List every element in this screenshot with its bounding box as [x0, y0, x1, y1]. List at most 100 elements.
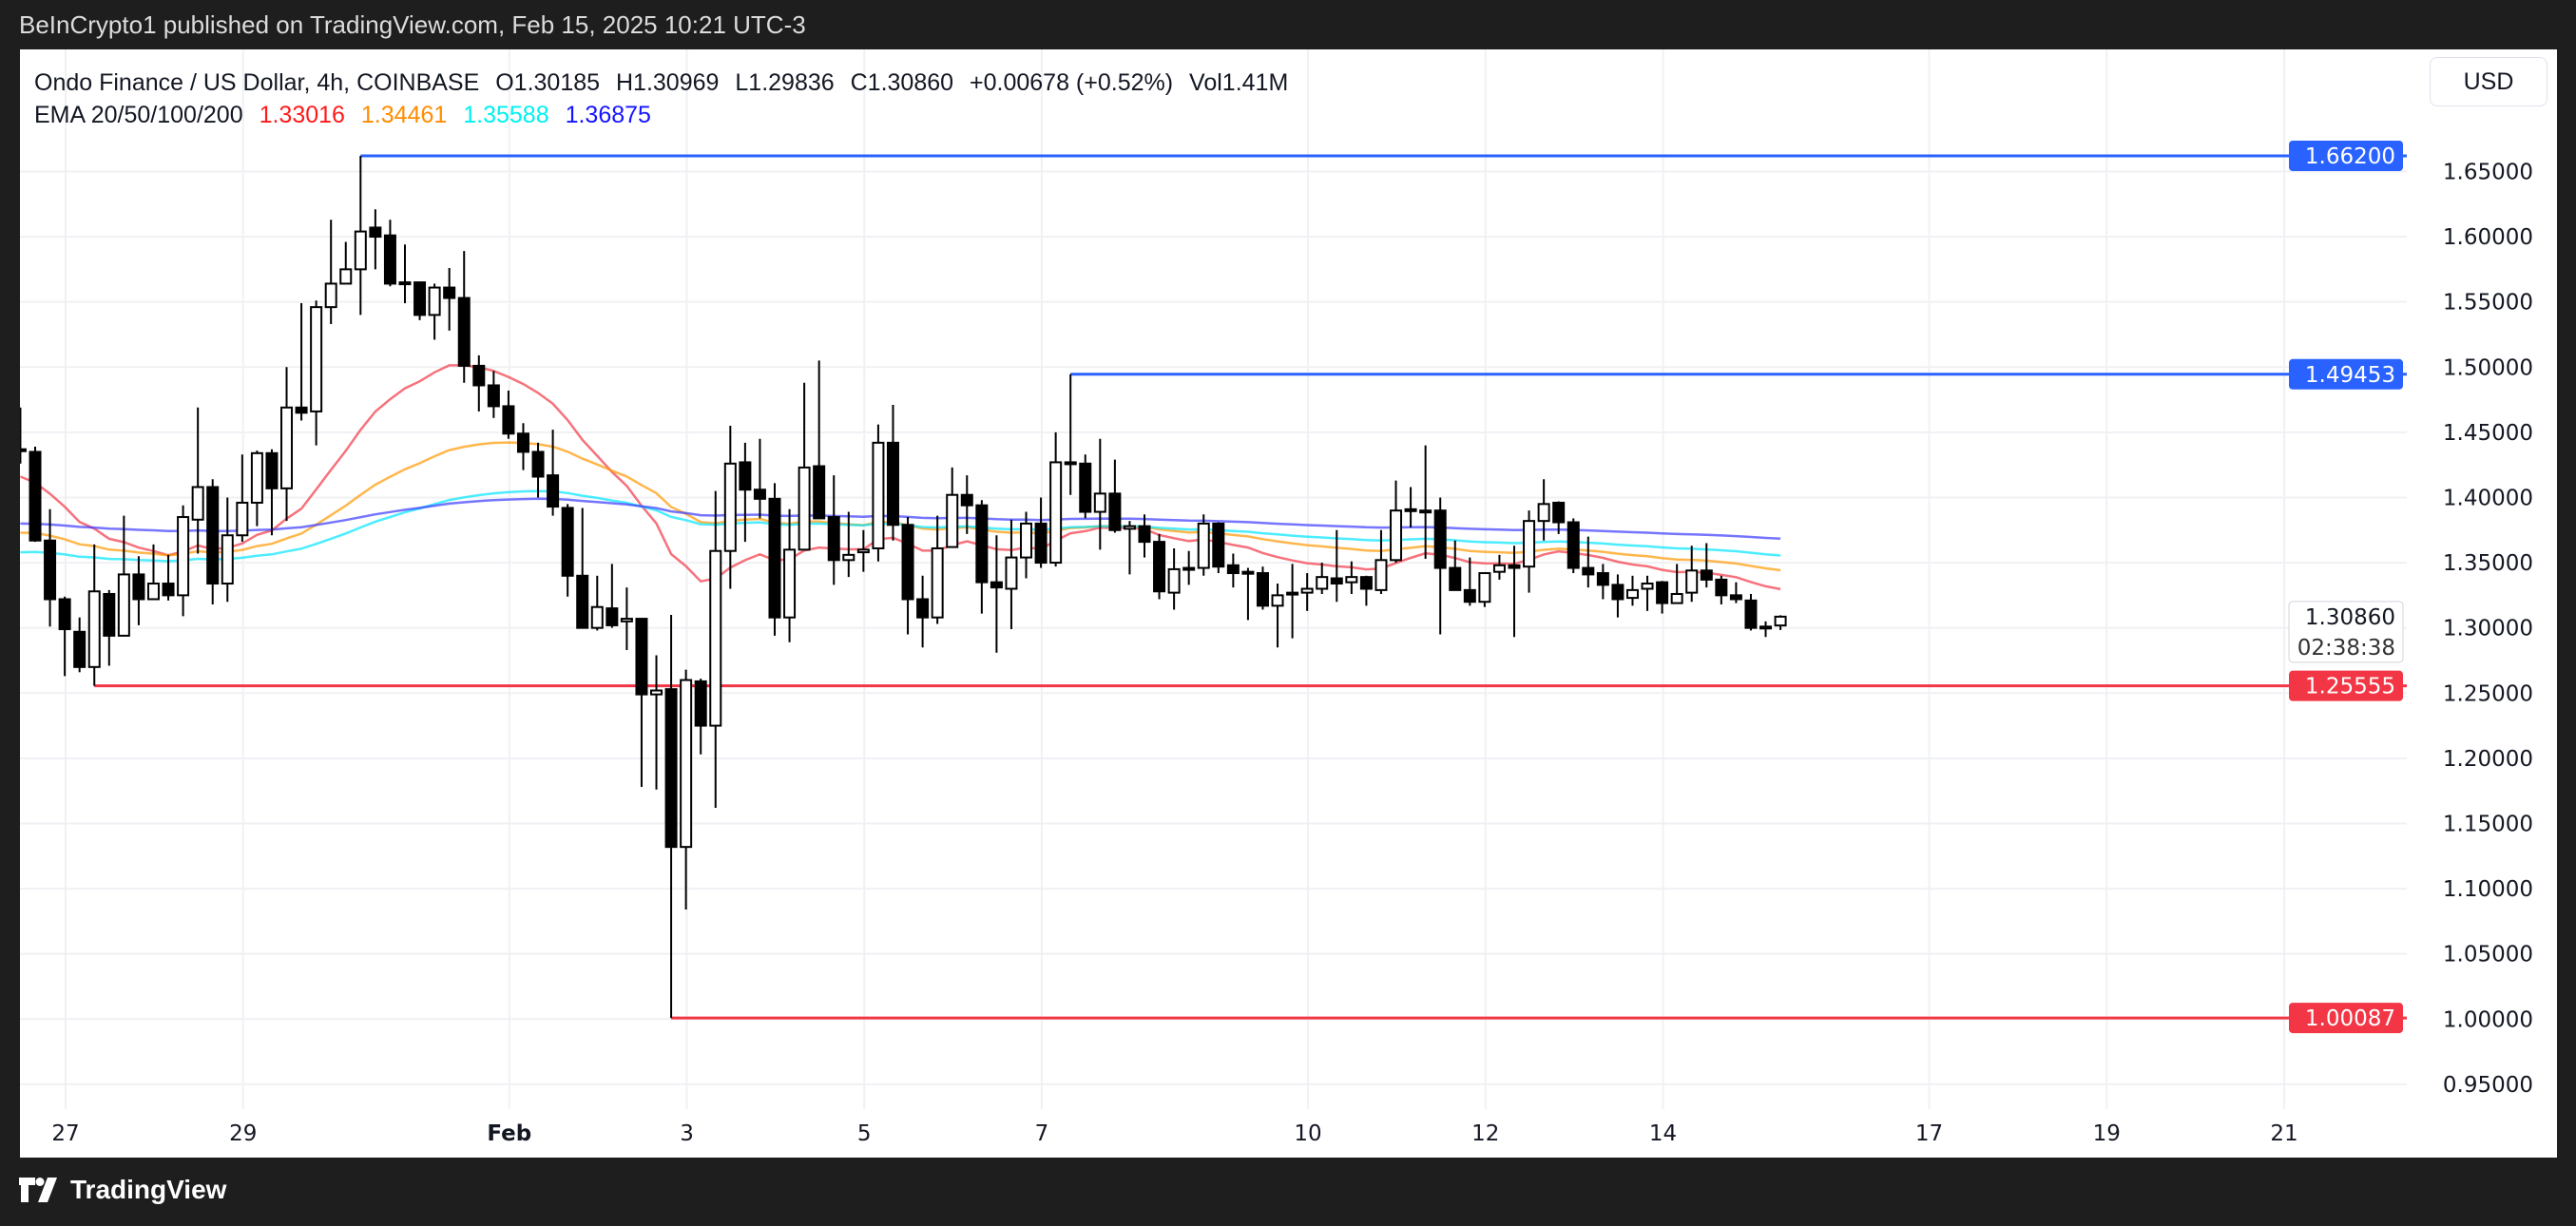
- candle-bullish[interactable]: [1670, 564, 1683, 604]
- candle-bullish[interactable]: [723, 426, 737, 589]
- candle-bullish[interactable]: [590, 575, 604, 631]
- candle-bullish[interactable]: [872, 424, 885, 562]
- candle-bullish[interactable]: [1345, 561, 1358, 594]
- candle-bearish[interactable]: [1567, 518, 1580, 574]
- candle-bearish[interactable]: [1700, 543, 1713, 588]
- candle-bullish[interactable]: [1537, 479, 1550, 541]
- candle-bullish[interactable]: [620, 587, 633, 650]
- candle-bullish[interactable]: [1049, 431, 1063, 567]
- candle-bullish[interactable]: [1316, 563, 1329, 594]
- candle-bullish[interactable]: [1759, 621, 1773, 638]
- candle-bearish[interactable]: [1729, 582, 1742, 603]
- candle-bearish[interactable]: [1212, 522, 1225, 574]
- candle-bullish[interactable]: [87, 544, 101, 686]
- candle-bullish[interactable]: [650, 655, 663, 790]
- candle-bullish[interactable]: [931, 515, 944, 624]
- candle-bearish[interactable]: [753, 438, 766, 519]
- candle-bearish[interactable]: [73, 617, 87, 673]
- candle-bullish[interactable]: [1478, 572, 1491, 607]
- candle-bearish[interactable]: [1611, 574, 1624, 618]
- candle-bearish[interactable]: [472, 354, 486, 412]
- candle-bullish[interactable]: [1005, 519, 1018, 630]
- candle-bullish[interactable]: [428, 283, 441, 340]
- candle-bullish[interactable]: [1020, 511, 1033, 579]
- candle-bullish[interactable]: [1271, 584, 1284, 648]
- candle-bearish[interactable]: [1034, 497, 1048, 568]
- candle-bearish[interactable]: [576, 508, 589, 629]
- candle-bullish[interactable]: [1375, 529, 1388, 594]
- candle-bearish[interactable]: [457, 251, 471, 383]
- candle-bearish[interactable]: [265, 449, 279, 536]
- candle-bullish[interactable]: [856, 529, 870, 572]
- candle-bullish[interactable]: [117, 515, 130, 637]
- candle-bullish[interactable]: [1685, 546, 1699, 603]
- candle-bearish[interactable]: [1552, 501, 1566, 534]
- candle-bearish[interactable]: [1715, 575, 1728, 604]
- candle-bearish[interactable]: [1596, 564, 1609, 600]
- candle-bullish[interactable]: [1241, 567, 1255, 621]
- candle-bearish[interactable]: [1744, 593, 1758, 631]
- candle-bullish[interactable]: [1492, 554, 1506, 580]
- candle-bullish[interactable]: [177, 505, 190, 617]
- candle-bullish[interactable]: [1300, 573, 1314, 611]
- candle-bearish[interactable]: [694, 679, 707, 755]
- candle-bearish[interactable]: [369, 209, 382, 270]
- candle-bearish[interactable]: [1508, 546, 1521, 638]
- candle-bearish[interactable]: [1330, 529, 1343, 603]
- candle-bullish[interactable]: [236, 454, 249, 543]
- candle-bearish[interactable]: [1079, 454, 1092, 519]
- symbol-title[interactable]: Ondo Finance / US Dollar, 4h, COINBASE: [34, 69, 480, 96]
- candlestick-chart[interactable]: 0.95000 1.00000 1.05000 1.10000 1.15000 1.200…: [20, 49, 2557, 1158]
- candle-bullish[interactable]: [1625, 575, 1639, 606]
- chart-panel[interactable]: 0.95000 1.00000 1.05000 1.10000 1.15000 1.200…: [20, 49, 2557, 1158]
- candle-bullish[interactable]: [324, 220, 337, 324]
- candle-bearish[interactable]: [827, 475, 840, 585]
- candle-bearish[interactable]: [1359, 575, 1373, 606]
- candle-bullish[interactable]: [250, 450, 263, 527]
- candle-bullish[interactable]: [783, 508, 797, 642]
- candle-bullish[interactable]: [221, 497, 234, 603]
- candle-bullish[interactable]: [1123, 521, 1136, 575]
- currency-button[interactable]: USD: [2430, 57, 2547, 106]
- candle-bearish[interactable]: [502, 390, 515, 439]
- candle-bearish[interactable]: [1433, 497, 1447, 635]
- candle-bullish[interactable]: [1064, 374, 1077, 495]
- candle-bearish[interactable]: [547, 430, 560, 516]
- candle-bullish[interactable]: [191, 407, 204, 554]
- candle-bearish[interactable]: [975, 500, 989, 614]
- candle-bearish[interactable]: [413, 281, 427, 320]
- candle-bearish[interactable]: [635, 618, 648, 788]
- candle-bullish[interactable]: [339, 241, 353, 285]
- candle-bullish[interactable]: [1641, 575, 1654, 611]
- candle-bullish[interactable]: [146, 544, 160, 601]
- candle-bearish[interactable]: [664, 614, 678, 1019]
- candle-bearish[interactable]: [516, 423, 529, 470]
- candle-bearish[interactable]: [531, 442, 545, 498]
- candle-bearish[interactable]: [1582, 536, 1595, 588]
- candle-bullish[interactable]: [1167, 547, 1181, 610]
- candle-bearish[interactable]: [29, 446, 42, 543]
- candle-bearish[interactable]: [44, 508, 57, 627]
- candle-bullish[interactable]: [1523, 510, 1536, 593]
- candle-bearish[interactable]: [1449, 540, 1462, 591]
- candle-bearish[interactable]: [916, 575, 930, 648]
- candle-bullish[interactable]: [946, 467, 959, 548]
- candle-bearish[interactable]: [103, 589, 116, 666]
- candle-bearish[interactable]: [1108, 459, 1122, 533]
- candle-bearish[interactable]: [58, 596, 71, 677]
- candle-bullish[interactable]: [1286, 564, 1299, 639]
- candle-bearish[interactable]: [960, 475, 973, 534]
- candle-bullish[interactable]: [1182, 550, 1196, 585]
- ema-label[interactable]: EMA 20/50/100/200: [34, 102, 243, 128]
- candle-bullish[interactable]: [20, 407, 27, 464]
- candle-bearish[interactable]: [1463, 557, 1476, 606]
- candle-bearish[interactable]: [1138, 514, 1151, 558]
- candle-bullish[interactable]: [1197, 514, 1210, 576]
- tradingview-logo[interactable]: TradingView: [19, 1175, 226, 1205]
- candle-bearish[interactable]: [206, 479, 220, 604]
- candle-bearish[interactable]: [990, 535, 1003, 653]
- candle-bearish[interactable]: [901, 517, 914, 635]
- candle-bearish[interactable]: [162, 554, 175, 601]
- candle-bearish[interactable]: [1656, 581, 1669, 614]
- candle-bearish[interactable]: [1226, 553, 1240, 588]
